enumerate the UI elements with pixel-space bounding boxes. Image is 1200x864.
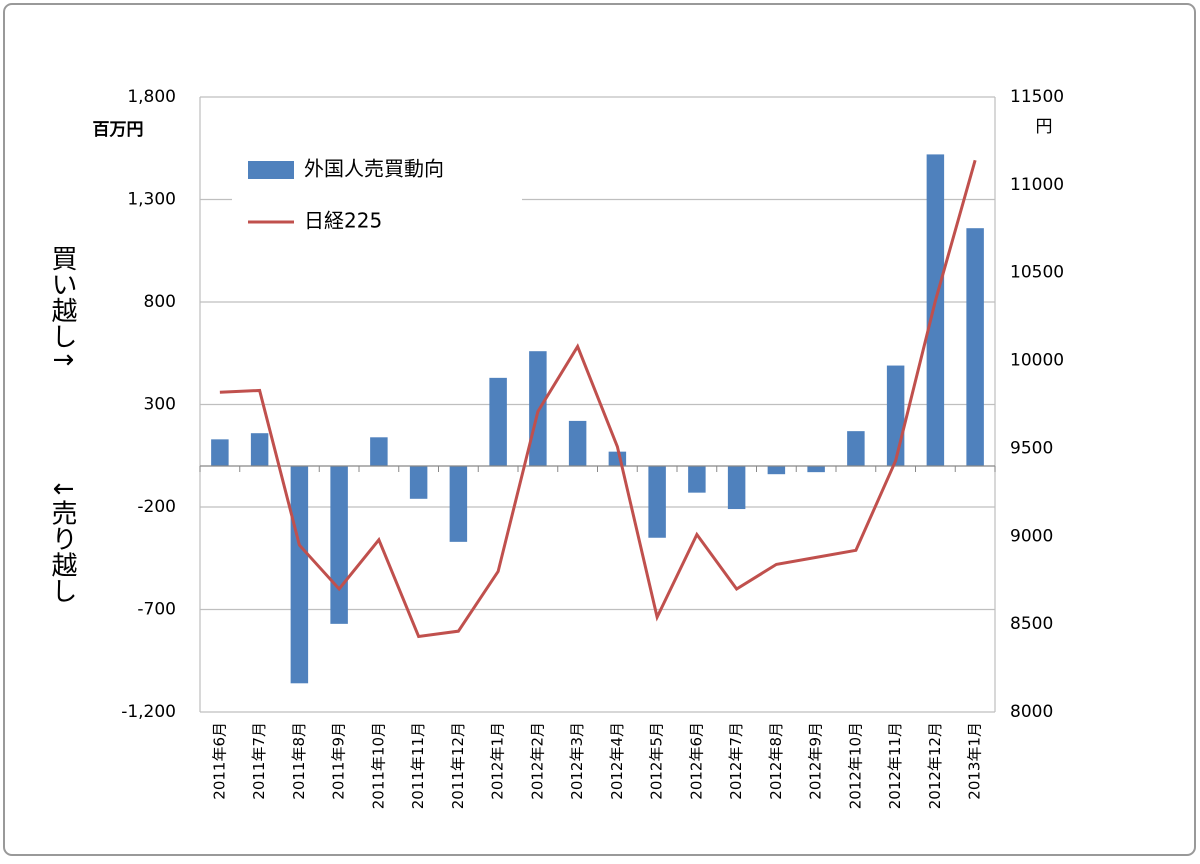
y2-unit: 円 bbox=[1036, 117, 1053, 137]
x-tick-label: 2011年11月 bbox=[409, 722, 427, 809]
x-tick-label: 2012年3月 bbox=[568, 722, 586, 800]
x-tick-label: 2012年6月 bbox=[687, 722, 705, 800]
bar bbox=[250, 433, 269, 466]
y2-tick-label: 11000 bbox=[1010, 175, 1064, 195]
x-tick-label: 2011年6月 bbox=[210, 722, 228, 800]
y2-tick-label: 10000 bbox=[1010, 351, 1064, 371]
x-tick-label: 2012年2月 bbox=[528, 722, 546, 800]
bar bbox=[449, 466, 468, 542]
y-tick-label: 1,800 bbox=[127, 87, 176, 107]
bar bbox=[409, 466, 428, 499]
bar bbox=[807, 466, 825, 473]
bar bbox=[727, 466, 746, 510]
y2-tick-label: 9000 bbox=[1010, 526, 1053, 546]
x-tick-label: 2012年5月 bbox=[648, 722, 666, 800]
bar bbox=[290, 466, 309, 684]
y-tick-label: 800 bbox=[144, 292, 176, 312]
bar bbox=[370, 437, 388, 466]
bar bbox=[767, 466, 786, 475]
bar bbox=[211, 439, 229, 466]
y-tick-label: -1,200 bbox=[121, 702, 176, 722]
y-tick-label: -700 bbox=[137, 600, 176, 620]
x-tick-label: 2012年10月 bbox=[846, 722, 864, 809]
x-tick-label: 2011年10月 bbox=[369, 722, 387, 809]
bar bbox=[847, 431, 865, 466]
y2-tick-label: 9500 bbox=[1010, 438, 1053, 458]
y-label-bottom: ↓売り越し bbox=[47, 478, 77, 604]
legend-label: 外国人売買動向 bbox=[304, 157, 444, 181]
x-tick-label: 2012年7月 bbox=[727, 722, 745, 800]
bar bbox=[886, 365, 905, 466]
bar bbox=[529, 351, 547, 466]
y-tick-label: 1,300 bbox=[127, 190, 176, 210]
x-tick-label: 2011年12月 bbox=[449, 722, 467, 809]
y-label-top: 買い越し↑ bbox=[47, 245, 77, 371]
x-tick-label: 2012年9月 bbox=[807, 722, 825, 800]
x-tick-label: 2011年7月 bbox=[250, 722, 268, 800]
bar bbox=[688, 466, 706, 493]
y-unit: 百万円 bbox=[93, 120, 144, 140]
frame bbox=[3, 3, 1196, 856]
y2-tick-label: 10500 bbox=[1010, 263, 1064, 283]
legend-label: 日経225 bbox=[304, 209, 382, 233]
x-tick-label: 2012年8月 bbox=[767, 722, 785, 800]
x-tick-label: 2012年1月 bbox=[489, 722, 507, 800]
bar bbox=[648, 466, 666, 538]
y-tick-label: -200 bbox=[137, 497, 176, 517]
y2-tick-label: 8000 bbox=[1010, 702, 1053, 722]
bar bbox=[568, 420, 587, 466]
bar bbox=[608, 451, 627, 466]
x-tick-label: 2011年9月 bbox=[330, 722, 348, 800]
x-tick-label: 2012年11月 bbox=[886, 722, 904, 809]
y2-tick-label: 8500 bbox=[1010, 614, 1053, 634]
line bbox=[219, 159, 977, 639]
bar bbox=[330, 466, 348, 624]
x-tick-label: 2012年4月 bbox=[608, 722, 626, 800]
legend-swatch bbox=[248, 161, 294, 179]
bar bbox=[966, 228, 984, 466]
bar bbox=[926, 154, 945, 466]
y-tick-label: 300 bbox=[144, 395, 176, 415]
x-tick-label: 2012年12月 bbox=[926, 722, 944, 809]
y2-tick-label: 11500 bbox=[1010, 87, 1064, 107]
x-tick-label: 2013年1月 bbox=[966, 722, 984, 800]
bar bbox=[489, 377, 507, 466]
x-tick-label: 2011年8月 bbox=[290, 722, 308, 800]
